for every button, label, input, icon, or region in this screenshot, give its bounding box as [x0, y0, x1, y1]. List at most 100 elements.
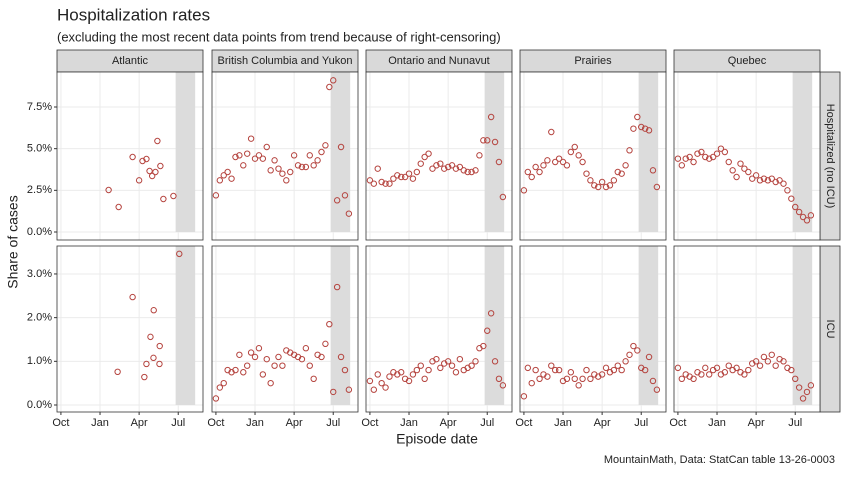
censored-region: [175, 72, 196, 232]
x-tick-label: Apr: [594, 417, 611, 429]
data-point: [333, 197, 341, 204]
x-tick-label: Oct: [515, 417, 532, 429]
data-point: [709, 153, 717, 161]
data-point: [587, 177, 594, 184]
data-point: [799, 213, 807, 221]
data-point: [641, 125, 649, 132]
data-point: [386, 180, 393, 187]
data-point: [275, 165, 282, 172]
data-point: [374, 165, 381, 172]
data-point: [717, 145, 725, 152]
data-point: [212, 192, 220, 199]
y-tick-label: 3.0%: [27, 268, 52, 280]
data-point: [544, 157, 551, 164]
censored-region: [638, 246, 659, 406]
data-point: [702, 153, 709, 161]
data-point: [602, 364, 610, 372]
x-tick-label: Apr: [131, 417, 148, 429]
facet-label: Hospitalized (no ICU): [824, 104, 836, 209]
data-point: [776, 177, 783, 184]
data-point: [279, 170, 286, 177]
caption: MountainMath, Data: StatCan table 13-26-…: [604, 454, 835, 466]
data-point: [799, 395, 807, 402]
data-point: [267, 167, 274, 174]
censored-region: [792, 246, 813, 406]
data-point: [583, 366, 590, 374]
data-point: [532, 366, 539, 374]
data-point: [528, 379, 535, 387]
data-point: [150, 307, 157, 314]
data-point: [682, 155, 689, 162]
y-tick-label: 5.0%: [27, 143, 52, 155]
data-point: [795, 384, 803, 391]
censored-region: [484, 72, 505, 232]
data-point: [729, 167, 736, 174]
data-point: [259, 371, 267, 378]
data-point: [544, 373, 551, 380]
data-point: [330, 77, 337, 84]
data-point: [464, 168, 471, 176]
data-point: [784, 187, 791, 194]
data-point: [147, 333, 154, 341]
data-point: [618, 366, 625, 374]
data-point: [322, 340, 329, 348]
data-point: [614, 168, 621, 176]
data-point: [756, 362, 764, 369]
data-point: [378, 178, 385, 186]
data-point: [487, 113, 495, 121]
data-point: [366, 377, 374, 385]
x-tick-label: Jul: [634, 417, 648, 429]
x-tick-label: Jul: [326, 417, 340, 429]
data-point: [263, 143, 270, 151]
data-point: [152, 168, 159, 176]
data-point: [563, 162, 571, 169]
data-point: [409, 371, 417, 378]
data-point: [595, 183, 602, 191]
data-point: [606, 182, 614, 189]
data-point: [143, 360, 150, 368]
data-point: [733, 173, 740, 181]
data-point: [310, 162, 317, 169]
data-point: [271, 362, 278, 369]
data-point: [528, 173, 535, 181]
x-tick-label: Apr: [748, 417, 765, 429]
data-point: [283, 177, 290, 184]
data-point: [480, 137, 487, 144]
data-point: [314, 157, 321, 164]
x-tick-label: Jan: [708, 417, 726, 429]
data-point: [807, 212, 815, 219]
data-point: [298, 355, 306, 363]
data-point: [587, 375, 594, 382]
data-point: [425, 366, 432, 374]
data-point: [641, 366, 649, 374]
data-point: [713, 364, 721, 372]
data-point: [433, 162, 440, 169]
data-point: [224, 168, 231, 176]
data-point: [135, 177, 143, 184]
data-point: [333, 283, 341, 291]
panel-border: [673, 71, 821, 241]
data-point: [764, 358, 772, 365]
data-point: [520, 393, 528, 400]
data-point: [630, 342, 637, 350]
data-point: [705, 155, 713, 162]
data-point: [567, 369, 575, 376]
data-point: [520, 187, 528, 194]
data-point: [571, 375, 578, 382]
data-point: [602, 183, 610, 191]
y-tick-label: 1.0%: [27, 355, 52, 367]
data-point: [413, 366, 421, 374]
data-point: [255, 345, 263, 352]
data-point: [267, 379, 274, 387]
data-point: [390, 175, 397, 182]
data-point: [298, 163, 306, 171]
x-tick-label: Jan: [91, 417, 109, 429]
data-point: [452, 369, 460, 376]
data-point: [792, 375, 799, 382]
data-point: [156, 342, 163, 350]
data-point: [306, 362, 313, 369]
data-point: [567, 148, 575, 156]
data-point: [622, 358, 629, 365]
data-point: [756, 177, 764, 184]
data-point: [370, 180, 378, 187]
